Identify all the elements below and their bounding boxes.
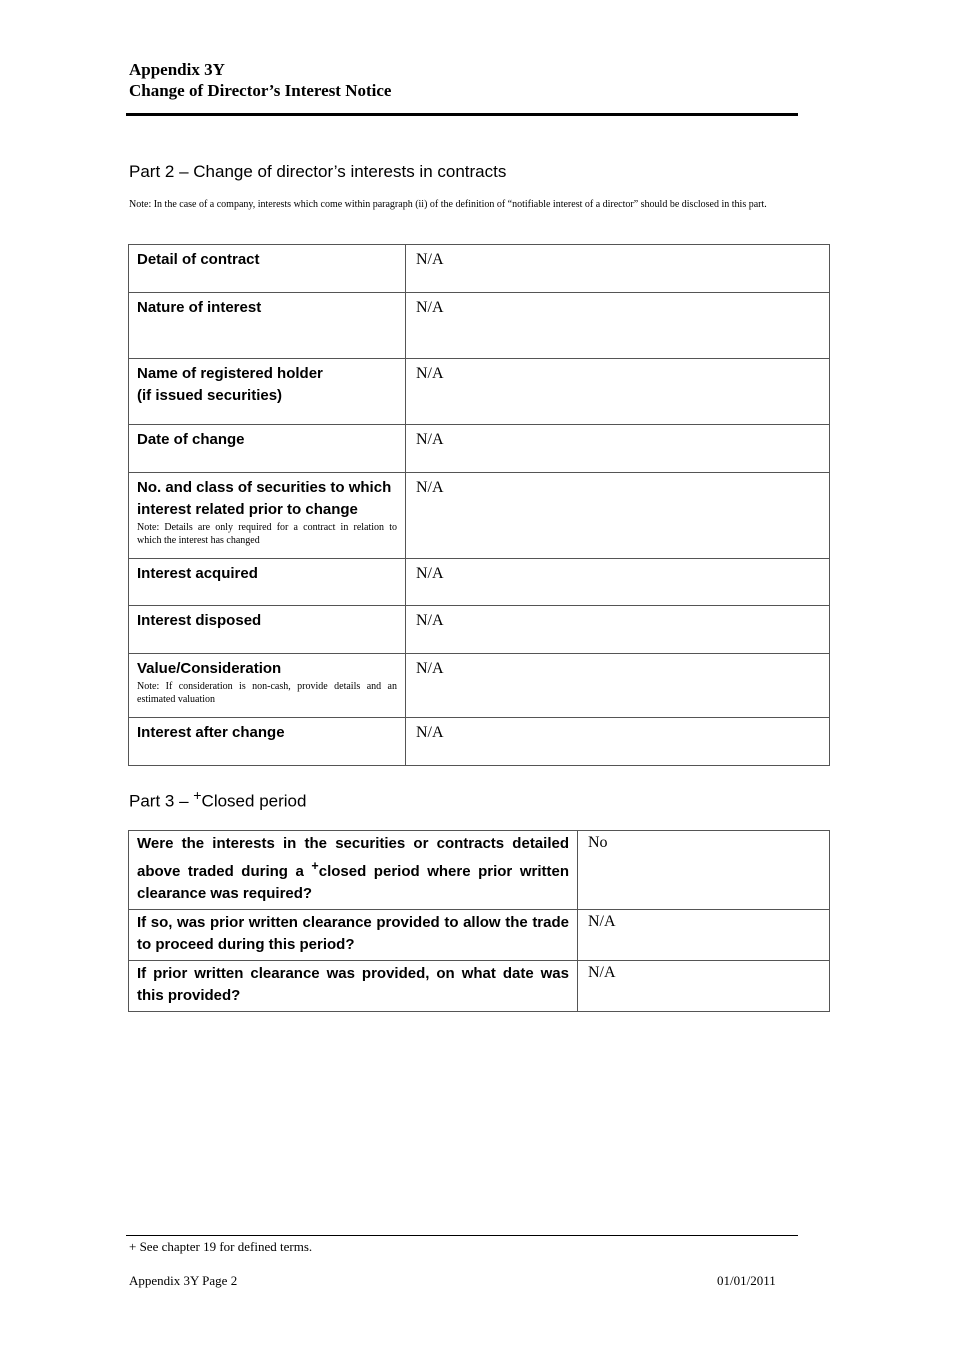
part2-note: Note: In the case of a company, interest…: [129, 199, 767, 210]
header-subtitle: Change of Director’s Interest Notice: [129, 81, 392, 100]
row-label-cell: Interest after change: [128, 717, 406, 766]
footnote: + See chapter 19 for defined terms.: [129, 1239, 313, 1254]
part3-title-rest: Closed period: [201, 791, 307, 811]
row-value: N/A: [405, 558, 830, 606]
row-value: N/A: [405, 292, 830, 359]
question-cell: If prior written clearance was provided,…: [128, 960, 578, 1012]
answer-cell: N/A: [577, 909, 830, 961]
part3-title: Part 3 – +Closed period: [129, 788, 306, 812]
question-text: If prior written clearance was provided,…: [137, 965, 569, 1004]
row-label-cell: No. and class of securities to which int…: [128, 472, 406, 559]
table-row: Detail of contract N/A: [128, 244, 830, 293]
row-label-cell: Interest acquired: [128, 558, 406, 606]
part2-title: Part 2 – Change of director’s interests …: [129, 162, 507, 181]
row-label: Interest after change: [137, 724, 285, 741]
row-value: N/A: [405, 653, 830, 718]
row-label-cell: Nature of interest: [128, 292, 406, 359]
plus-marker: +: [193, 788, 202, 804]
footer-rule: [126, 1235, 798, 1236]
table-row: No. and class of securities to which int…: [128, 472, 830, 559]
row-label-cell: Date of change: [128, 424, 406, 473]
question-cell: If so, was prior written clearance provi…: [128, 909, 578, 961]
question-cell: Were the interests in the securities or …: [128, 830, 578, 910]
row-value: N/A: [405, 472, 830, 559]
answer-cell: No: [577, 830, 830, 910]
row-label: Interest acquired: [137, 565, 258, 582]
row-value: N/A: [405, 244, 830, 293]
row-label-cell: Detail of contract: [128, 244, 406, 293]
answer-cell: N/A: [577, 960, 830, 1012]
row-label: Interest disposed: [137, 612, 262, 629]
question-text: If so, was prior written clearance provi…: [137, 914, 569, 953]
contracts-table: Detail of contract N/A Nature of interest N…: [128, 244, 830, 766]
row-label: Date of change: [137, 431, 245, 448]
table-row: Interest after change N/A: [128, 717, 830, 766]
table-row: Date of change N/A: [128, 424, 830, 473]
row-value: N/A: [405, 605, 830, 654]
header-title: Appendix 3Y: [129, 60, 225, 79]
row-label: Name of registered holder: [137, 365, 323, 382]
footer-date: 01/01/2011: [717, 1273, 776, 1288]
row-value: N/A: [405, 717, 830, 766]
row-label: No. and class of securities to which int…: [137, 479, 392, 518]
table-row: Were the interests in the securities or …: [128, 830, 830, 910]
row-label-cell: Name of registered holder (if issued secu…: [128, 358, 406, 425]
table-row: Value/Consideration Note: If consideratio…: [128, 653, 830, 718]
header-rule: [126, 113, 798, 116]
table-row: Nature of interest N/A: [128, 292, 830, 359]
row-label: Detail of contract: [137, 251, 260, 268]
table-row: If so, was prior written clearance provi…: [128, 909, 830, 961]
table-row: Name of registered holder (if issued secu…: [128, 358, 830, 425]
row-note: Note: If consideration is non-cash, prov…: [137, 681, 397, 705]
plus-marker: +: [311, 859, 319, 873]
row-label-cell: Interest disposed: [128, 605, 406, 654]
row-value: N/A: [405, 358, 830, 425]
closed-period-table: Were the interests in the securities or …: [128, 830, 830, 1012]
page-label: Appendix 3Y Page 2: [129, 1273, 238, 1288]
part3-title-prefix: Part 3 –: [129, 791, 194, 811]
table-row: Interest acquired N/A: [128, 558, 830, 606]
row-label: Value/Consideration: [137, 660, 282, 677]
question-text-cont: closed period where prior written cleara…: [137, 863, 569, 902]
row-note: Note: Details are only required for a co…: [137, 522, 397, 546]
row-label: Nature of interest: [137, 299, 262, 316]
table-row: If prior written clearance was provided,…: [128, 960, 830, 1012]
row-label-sub: (if issued securities): [137, 387, 283, 404]
row-value: N/A: [405, 424, 830, 473]
row-label-cell: Value/Consideration Note: If consideratio…: [128, 653, 406, 718]
question-text: Were the interests in the securities or …: [137, 835, 569, 880]
table-row: Interest disposed N/A: [128, 605, 830, 654]
